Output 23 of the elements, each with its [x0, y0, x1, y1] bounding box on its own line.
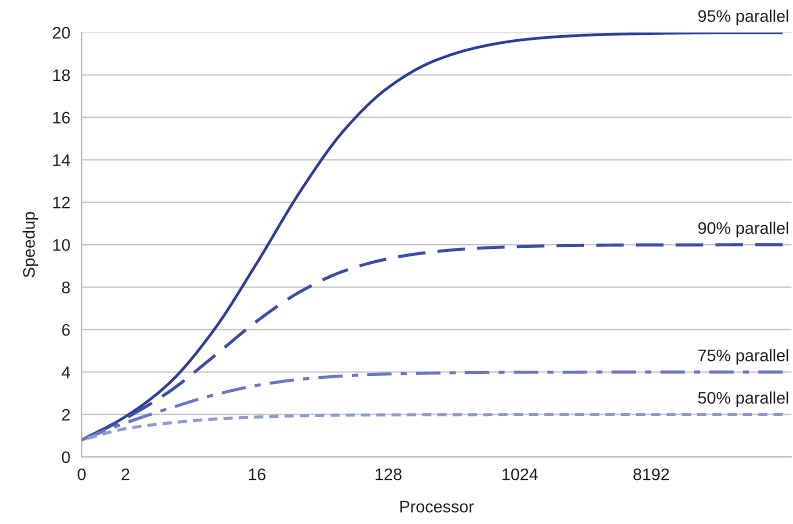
y-tick-label: 20 — [52, 26, 70, 39]
series-label: 90% parallel — [698, 222, 788, 238]
y-axis-title: Speedup — [22, 212, 38, 278]
y-tick-label: 4 — [62, 366, 70, 378]
series-label: 95% parallel — [698, 10, 788, 26]
y-tick-label: 10 — [53, 239, 70, 251]
x-tick-label: 0 — [78, 468, 86, 480]
x-tick-label: 2 — [122, 468, 130, 480]
y-tick-label: 2 — [62, 408, 70, 421]
y-tick-label: 18 — [53, 69, 70, 82]
y-tick-label: 14 — [53, 154, 70, 166]
series-label: 50% parallel — [698, 392, 788, 408]
series-label: 75% parallel — [698, 349, 788, 365]
y-tick-label: 8 — [62, 282, 70, 294]
y-tick-label: 6 — [62, 324, 70, 336]
x-axis-title: Processor — [400, 500, 474, 512]
x-tick-label: 16 — [248, 468, 266, 480]
y-tick-label: 12 — [53, 196, 70, 208]
y-tick-label: 16 — [53, 112, 70, 124]
y-tick-label: 0 — [62, 451, 70, 464]
x-tick-label: 128 — [376, 468, 402, 480]
x-tick-label: 1024 — [502, 468, 538, 480]
x-tick-label: 8192 — [633, 468, 669, 480]
